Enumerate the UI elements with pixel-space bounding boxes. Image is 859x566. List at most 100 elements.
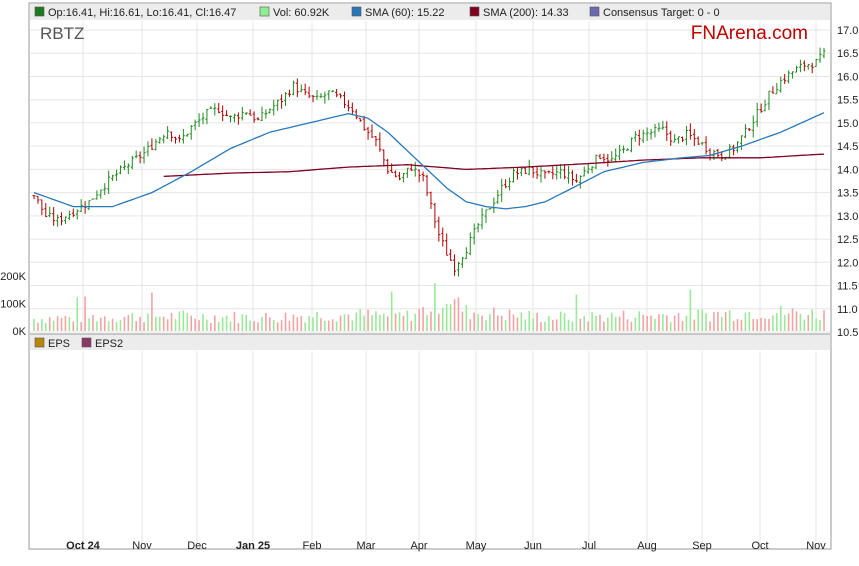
volume-bar [96, 321, 98, 331]
volume-bar [143, 322, 145, 331]
legend-bar [30, 4, 830, 20]
volume-bar [571, 321, 574, 331]
price-tick-label: 12.0 [837, 257, 858, 269]
volume-bar [119, 319, 122, 331]
volume-bar [202, 314, 204, 331]
price-tick-label: 14.0 [837, 164, 858, 176]
volume-bar [599, 314, 601, 331]
legend: Op:16.41, Hi:16.61, Lo:16.41, Cl:16.47 Vo… [34, 6, 720, 19]
volume-bar [272, 319, 275, 331]
time-tick-label: Nov [806, 540, 826, 552]
volume-bar [72, 321, 75, 331]
volume-bar [249, 320, 251, 331]
volume-bar [665, 315, 668, 331]
volume-bar [308, 316, 310, 331]
brand-logo: FNArena.com [691, 23, 808, 44]
volume-axis: 200K 100K 0K [0, 271, 26, 338]
volume-bar [237, 322, 240, 331]
volume-bar [257, 322, 259, 331]
volume-bar [736, 319, 739, 331]
volume-bar [343, 314, 346, 331]
volume-bar [406, 310, 409, 331]
volume-bar [194, 318, 196, 331]
volume-bar [646, 315, 648, 331]
legend-swatch [589, 6, 600, 17]
price-tick-label: 11.5 [837, 281, 858, 293]
volume-bar [614, 316, 617, 331]
volume-bar [783, 315, 786, 331]
time-tick-label: Dec [187, 540, 207, 552]
volume-bar [756, 319, 758, 331]
volume-bar [221, 317, 224, 331]
volume-bar [367, 309, 369, 331]
volume-bar [139, 316, 141, 331]
volume-bar [693, 319, 696, 331]
volume-bar [300, 316, 303, 331]
price-candles [32, 47, 826, 277]
time-tick-label: Jun [524, 540, 542, 552]
volume-bar [630, 321, 633, 331]
price-tick-label: 17.0 [837, 25, 858, 37]
volume-bar [453, 299, 456, 331]
volume-bar [662, 313, 664, 331]
volume-bar [658, 314, 660, 331]
volume-bar [493, 307, 495, 331]
volume-bar [375, 311, 377, 331]
volume-bar [587, 321, 589, 331]
price-axis: 17.0 16.5 16.0 15.5 15.0 14.5 14.0 13.5 13.0 12.5… [837, 25, 858, 339]
price-tick-label: 14.5 [837, 141, 858, 153]
volume-bar [520, 312, 523, 331]
volume-bar [512, 314, 515, 331]
volume-bar [339, 315, 342, 331]
volume-bar [351, 320, 354, 331]
volume-bar [115, 322, 118, 331]
volume-bar [697, 309, 700, 331]
volume-bar [190, 315, 193, 331]
volume-bar [64, 315, 67, 331]
volume-bar [88, 318, 90, 331]
volume-bar [52, 320, 55, 331]
volume-bar [398, 312, 401, 331]
volume-bar [748, 311, 751, 331]
volume-bar [229, 321, 232, 331]
volume-bar [791, 308, 794, 331]
volume-bar [68, 317, 71, 331]
volume-bar [803, 319, 806, 331]
volume-bar [728, 310, 731, 331]
volume-bar [508, 309, 511, 331]
volume-bar [359, 309, 362, 331]
volume-bar [811, 309, 814, 331]
volume-bar [430, 311, 432, 331]
volume-bar [445, 303, 448, 331]
volume-bar [253, 321, 255, 331]
volume-bar [390, 291, 393, 331]
price-tick-label: 12.5 [837, 234, 858, 246]
volume-bar [752, 319, 755, 331]
volume-bar [92, 315, 94, 331]
volume-bar [591, 312, 593, 331]
volume-bar [162, 316, 165, 331]
volume-bar [524, 319, 527, 331]
volume-tick-label: 0K [13, 326, 27, 338]
price-tick-label: 13.0 [837, 211, 858, 223]
time-tick-label: May [466, 540, 487, 552]
volume-bar [76, 297, 79, 331]
volume-bar [37, 322, 39, 331]
volume-bar [371, 315, 373, 331]
volume-bar [815, 318, 817, 331]
volume-bar [426, 314, 428, 331]
volume-bar [410, 321, 413, 331]
volume-bar [265, 312, 267, 331]
volume-bar [103, 316, 106, 331]
time-tick-label: Feb [303, 540, 322, 552]
volume-bar [500, 315, 503, 331]
volume-bar [540, 322, 542, 331]
volume-bar [402, 315, 405, 331]
moving-averages [33, 112, 825, 210]
volume-bar [379, 314, 381, 331]
legend-swatch [34, 6, 45, 17]
time-tick-label: Apr [410, 540, 427, 552]
volume-bar [681, 320, 684, 331]
